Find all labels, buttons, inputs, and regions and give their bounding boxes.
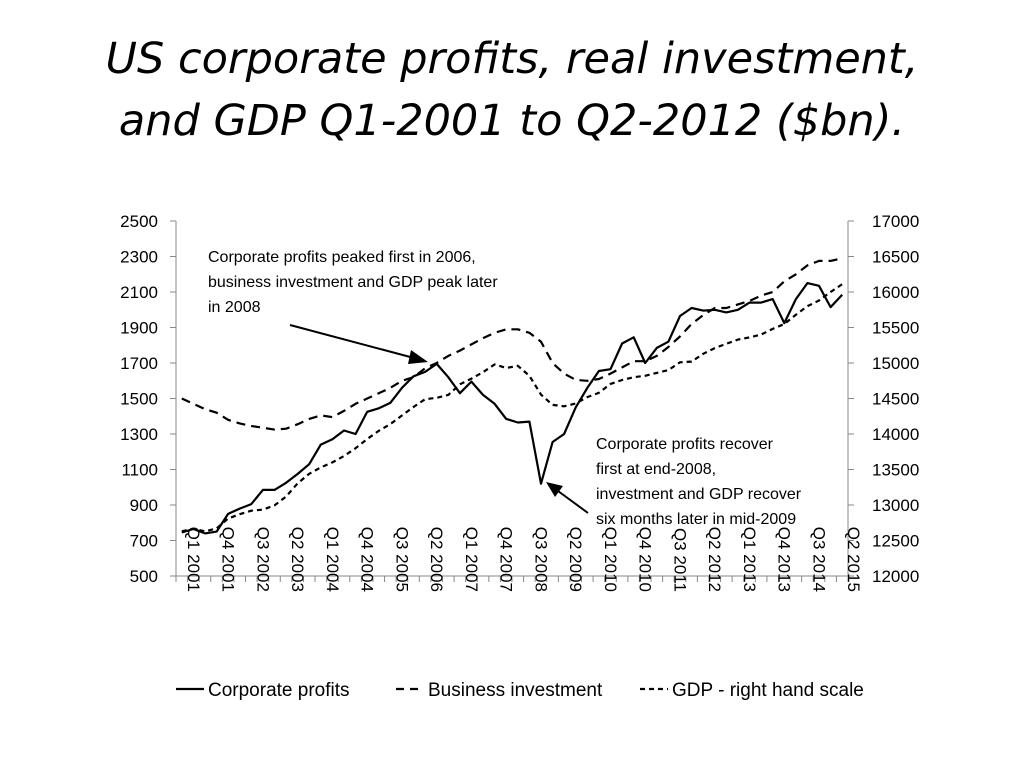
series-line-gdp-right-hand-scale: [181, 283, 843, 533]
x-tick-label: Q3 2005: [392, 527, 411, 592]
right-tick-label: 13000: [872, 496, 919, 515]
x-tick-label: Q2 2003: [288, 527, 307, 592]
x-tick-label: Q1 2010: [601, 527, 620, 592]
x-tick-label: Q3 2008: [531, 527, 550, 592]
left-tick-label: 2500: [120, 212, 158, 231]
right-tick-label: 15000: [872, 354, 919, 373]
series-line-business-investment: [181, 257, 843, 431]
x-tick-label: Q2 2006: [427, 527, 446, 592]
recover-arrow-line: [557, 490, 589, 514]
right-tick-label: 16000: [872, 283, 919, 302]
x-tick-label: Q2 2012: [705, 527, 724, 592]
left-tick-label: 1700: [120, 354, 158, 373]
recover-annotation-line: investment and GDP recover: [596, 486, 802, 503]
right-tick-label: 14000: [872, 425, 919, 444]
x-tick-label: Q4 2004: [358, 527, 377, 592]
title-line-1: US corporate profits, real investment,: [105, 34, 919, 84]
left-tick-label: 1500: [120, 390, 158, 409]
right-tick-label: 12000: [872, 567, 919, 586]
x-tick-label: Q1 2013: [740, 527, 759, 592]
x-tick-label: Q3 2002: [253, 527, 272, 592]
left-tick-label: 2300: [120, 248, 158, 267]
left-axis-labels: 2500 2300 2100 1900 1700 1500 1300 1100 900 700 50…: [120, 212, 158, 586]
x-tick-label: Q2 2009: [566, 527, 585, 592]
x-tick-label: Q4 2010: [636, 527, 655, 592]
right-tick-label: 17000: [872, 212, 919, 231]
x-tick-label: Q1 2004: [323, 527, 342, 592]
x-tick-label: Q4 2007: [497, 527, 516, 592]
left-tick-label: 1300: [120, 425, 158, 444]
x-tick-label: Q2 2015: [844, 527, 863, 592]
right-tick-label: 15500: [872, 319, 919, 338]
x-tick-label: Q1 2007: [462, 527, 481, 592]
x-tick-label: Q3 2011: [670, 528, 689, 592]
left-tick-label: 700: [130, 532, 158, 551]
peak-annotation-line: business investment and GDP peak later: [208, 274, 498, 291]
x-axis-labels: Q1 2001 Q4 2001 Q3 2002 Q2 2003 Q1 2004 Q4 20…: [184, 527, 863, 592]
right-tick-label: 14500: [872, 390, 919, 409]
legend-label: Corporate profits: [208, 680, 350, 701]
left-tick-label: 500: [130, 567, 158, 586]
legend-label: GDP - right hand scale: [672, 680, 864, 701]
left-tick-label: 2100: [120, 283, 158, 302]
right-tick-label: 12500: [872, 532, 919, 551]
x-tick-label: Q4 2013: [775, 527, 794, 592]
chart-axes: [170, 220, 854, 582]
x-tick-label: Q3 2014: [809, 527, 828, 592]
recover-annotation-line: Corporate profits recover: [596, 436, 774, 453]
slide-title: US corporate profits, real investment, a…: [40, 28, 984, 152]
peak-annotation-line: in 2008: [208, 299, 261, 316]
legend: Corporate profits Business investment GDP …: [176, 680, 864, 701]
left-tick-label: 1100: [121, 461, 158, 480]
title-line-2: and GDP Q1-2001 to Q2-2012 ($bn).: [118, 96, 906, 146]
x-tick-label: Q1 2001: [184, 527, 203, 592]
left-tick-label: 1900: [120, 319, 158, 338]
x-tick-label: Q4 2001: [219, 527, 238, 592]
left-tick-label: 900: [130, 496, 158, 515]
right-axis-labels: 17000 16500 16000 15500 15000 14500 14000 13500…: [872, 212, 919, 586]
recover-annotation-line: six months later in mid-2009: [596, 511, 796, 528]
peak-arrow-line: [289, 324, 415, 359]
series-layer: [181, 257, 844, 535]
annotations-layer: Corporate profits peaked first in 2006, b…: [208, 249, 802, 528]
right-tick-label: 16500: [872, 248, 919, 267]
recover-arrow-head: [546, 482, 563, 497]
legend-label: Business investment: [428, 680, 603, 701]
recover-annotation-line: first at end-2008,: [596, 461, 716, 478]
series-line-corporate-profits: [181, 282, 844, 535]
peak-arrow-head: [408, 350, 428, 364]
peak-annotation-line: Corporate profits peaked first in 2006,: [208, 249, 476, 266]
right-tick-label: 13500: [872, 461, 919, 480]
